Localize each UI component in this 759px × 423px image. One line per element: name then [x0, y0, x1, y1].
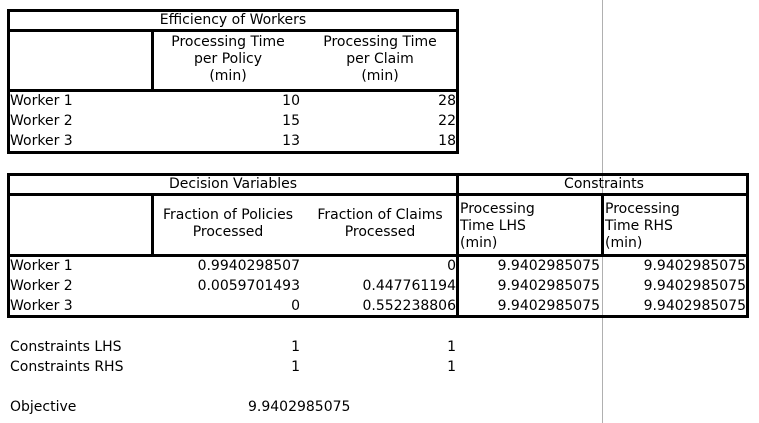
objective-label: Objective	[10, 399, 77, 415]
constraints-col-divider	[601, 193, 604, 257]
constraints-rhs-policies: 1	[291, 359, 300, 375]
efficiency-table	[7, 9, 459, 154]
constraints-rhs-claims: 1	[447, 359, 456, 375]
header-fraction-claims: Fraction of Claims Processed	[317, 207, 443, 240]
worker-2-policy-time: 15	[282, 113, 300, 129]
constraints-lhs-label: Constraints LHS	[10, 339, 122, 355]
dv-worker-3-rhs: 9.9402985075	[643, 298, 746, 314]
dv-worker-3-policies: 0	[291, 298, 300, 314]
dv-worker-2-claims: 0.447761194	[362, 278, 456, 294]
header-processing-time-rhs: Processing Time RHS (min)	[605, 201, 680, 251]
dv-worker-1-lhs: 9.9402985075	[497, 258, 600, 274]
efficiency-col-divider	[151, 29, 154, 92]
dv-worker-2-policies: 0.0059701493	[197, 278, 300, 294]
worker-3-claim-time: 18	[438, 133, 456, 149]
decision-header-divider	[7, 254, 749, 257]
efficiency-header-divider	[7, 89, 459, 92]
worker-3-label: Worker 3	[10, 133, 73, 149]
worker-3-policy-time: 13	[282, 133, 300, 149]
dv-worker-1-claims: 0	[447, 258, 456, 274]
header-time-per-claim: Processing Time per Claim (min)	[323, 34, 437, 84]
dv-worker-3-lhs: 9.9402985075	[497, 298, 600, 314]
dv-worker-2-rhs: 9.9402985075	[643, 278, 746, 294]
constraints-table	[456, 173, 749, 318]
worker-1-policy-time: 10	[282, 93, 300, 109]
dv-worker-3-claims: 0.552238806	[362, 298, 456, 314]
dv-worker-2-label: Worker 2	[10, 278, 73, 294]
constraints-rhs-label: Constraints RHS	[10, 359, 124, 375]
constraints-lhs-claims: 1	[447, 339, 456, 355]
worker-2-label: Worker 2	[10, 113, 73, 129]
efficiency-title-divider	[7, 29, 459, 32]
dv-worker-3-label: Worker 3	[10, 298, 73, 314]
objective-value: 9.9402985075	[248, 399, 351, 415]
efficiency-title: Efficiency of Workers	[159, 12, 307, 28]
constraints-lhs-policies: 1	[291, 339, 300, 355]
constraints-title: Constraints	[564, 176, 644, 192]
dv-worker-1-rhs: 9.9402985075	[643, 258, 746, 274]
decision-col-divider	[151, 193, 154, 257]
dv-worker-1-policies: 0.9940298507	[197, 258, 300, 274]
decision-title: Decision Variables	[168, 176, 298, 192]
header-processing-time-lhs: Processing Time LHS (min)	[460, 201, 535, 251]
header-time-per-policy: Processing Time per Policy (min)	[171, 34, 285, 84]
dv-worker-2-lhs: 9.9402985075	[497, 278, 600, 294]
worker-2-claim-time: 22	[438, 113, 456, 129]
dv-worker-1-label: Worker 1	[10, 258, 73, 274]
worker-1-claim-time: 28	[438, 93, 456, 109]
header-fraction-policies: Fraction of Policies Processed	[162, 207, 294, 240]
worker-1-label: Worker 1	[10, 93, 73, 109]
decision-title-divider	[7, 193, 749, 196]
